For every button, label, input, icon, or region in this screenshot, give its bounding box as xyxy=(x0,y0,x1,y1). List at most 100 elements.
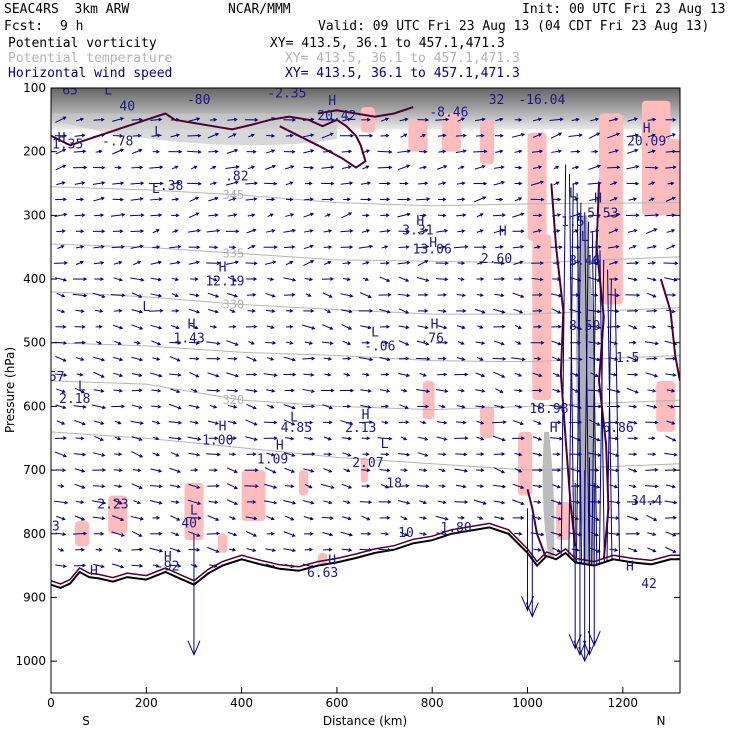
wind-vector xyxy=(417,325,428,329)
wind-arrowhead xyxy=(349,245,354,249)
wind-arrowhead xyxy=(193,389,198,393)
wind-vector xyxy=(209,182,217,185)
wind-vector xyxy=(532,310,542,312)
wind-vector xyxy=(206,389,220,392)
wind-arrowhead xyxy=(62,324,67,329)
wind-vector xyxy=(132,134,141,137)
wind-arrowhead xyxy=(518,117,523,122)
wind-arrowhead xyxy=(613,197,618,201)
wind-arrowhead xyxy=(158,293,163,298)
wind-arrowhead xyxy=(651,436,656,441)
wind-arrowhead xyxy=(330,277,334,281)
wind-arrowhead xyxy=(597,164,602,169)
wind-arrowhead xyxy=(517,341,522,345)
wind-arrowhead xyxy=(654,341,659,346)
contour-annotation: -.38 xyxy=(152,179,183,194)
wind-arrowhead xyxy=(273,500,278,505)
pv-shade-16 xyxy=(108,495,128,534)
wind-arrowhead xyxy=(289,197,294,202)
wind-arrowhead xyxy=(175,308,180,313)
field-xy-pv: XY= 413.5, 36.1 to 457.1,471.3 xyxy=(270,36,505,51)
wind-vector xyxy=(322,292,333,298)
wind-vector xyxy=(285,485,294,487)
wind-arrowhead xyxy=(575,181,580,186)
wind-arrowhead xyxy=(232,420,237,425)
wind-arrowhead xyxy=(308,484,313,489)
wind-arrowhead xyxy=(140,277,145,282)
x-tick-label: 800 xyxy=(421,696,444,710)
wind-arrowhead xyxy=(197,437,202,441)
wind-arrowhead xyxy=(461,229,466,233)
wind-arrowhead xyxy=(387,292,392,297)
wind-vector xyxy=(266,452,275,456)
wind-arrowhead xyxy=(82,149,87,154)
wind-arrowhead xyxy=(61,309,66,314)
contour-annotation: 10 xyxy=(398,526,414,541)
wind-arrowhead xyxy=(139,244,144,249)
plot-frame xyxy=(50,87,681,694)
contour-annotation: 2.60 xyxy=(481,252,512,267)
wind-vector xyxy=(513,261,523,266)
wind-vector xyxy=(626,134,638,138)
wind-arrowhead xyxy=(79,117,85,122)
wind-arrowhead xyxy=(462,484,467,489)
wind-arrowhead xyxy=(216,261,221,266)
wind-arrowhead xyxy=(310,133,315,138)
wind-arrowhead xyxy=(441,245,446,250)
wind-vector xyxy=(360,389,371,392)
wind-arrowhead xyxy=(233,293,238,298)
wind-vector xyxy=(112,148,124,155)
wind-vector xyxy=(169,356,180,362)
wind-vector xyxy=(265,548,276,552)
wind-arrowhead xyxy=(385,404,390,409)
wind-arrowhead xyxy=(195,374,200,378)
wind-vector xyxy=(170,515,180,521)
wind-vector xyxy=(628,484,636,488)
wind-arrowhead xyxy=(196,260,201,265)
wind-vector xyxy=(552,484,561,488)
wind-arrowhead xyxy=(348,309,353,314)
wind-arrowhead xyxy=(461,325,466,330)
wind-vector xyxy=(647,262,656,265)
wind-arrowhead xyxy=(441,468,446,473)
wind-arrowhead xyxy=(156,149,161,154)
wind-arrowhead xyxy=(234,501,238,505)
wind-arrowhead xyxy=(158,373,163,378)
wind-vector xyxy=(54,277,67,281)
wind-arrowhead xyxy=(311,389,316,393)
wind-arrowhead xyxy=(615,244,620,249)
wind-arrowhead xyxy=(556,548,561,553)
wind-arrowhead xyxy=(499,149,504,154)
wind-arrowhead xyxy=(197,181,202,186)
wind-arrowhead xyxy=(289,324,294,329)
wind-vector xyxy=(341,324,352,330)
wind-vector xyxy=(627,547,637,552)
y-tick-label: 300 xyxy=(23,208,46,222)
wind-arrowhead xyxy=(480,452,485,457)
wind-vector xyxy=(131,564,143,567)
wind-arrowhead xyxy=(346,500,351,505)
wind-arrowhead xyxy=(100,196,105,201)
wind-arrowhead xyxy=(253,324,258,329)
wind-arrowhead xyxy=(385,133,390,138)
wind-arrowhead xyxy=(425,404,430,409)
wind-arrowhead xyxy=(632,484,637,489)
wind-arrowhead xyxy=(614,260,619,265)
wind-arrowhead xyxy=(250,133,255,138)
convective-core-2 xyxy=(542,431,555,560)
wind-vector xyxy=(627,420,637,424)
wind-vector xyxy=(150,118,162,121)
wind-arrowhead xyxy=(366,340,371,345)
wind-vector xyxy=(92,292,105,298)
wind-vector xyxy=(56,181,65,186)
wind-arrowhead xyxy=(501,500,506,505)
wind-arrowhead xyxy=(174,293,179,298)
wind-arrowhead xyxy=(366,468,371,473)
wind-arrowhead xyxy=(556,452,561,457)
wind-vector xyxy=(494,516,504,520)
wind-arrowhead xyxy=(347,453,352,457)
wind-arrowhead xyxy=(158,548,164,553)
wind-arrowhead xyxy=(177,373,182,377)
contour-annotation: H xyxy=(429,236,437,251)
wind-vector xyxy=(131,166,143,169)
